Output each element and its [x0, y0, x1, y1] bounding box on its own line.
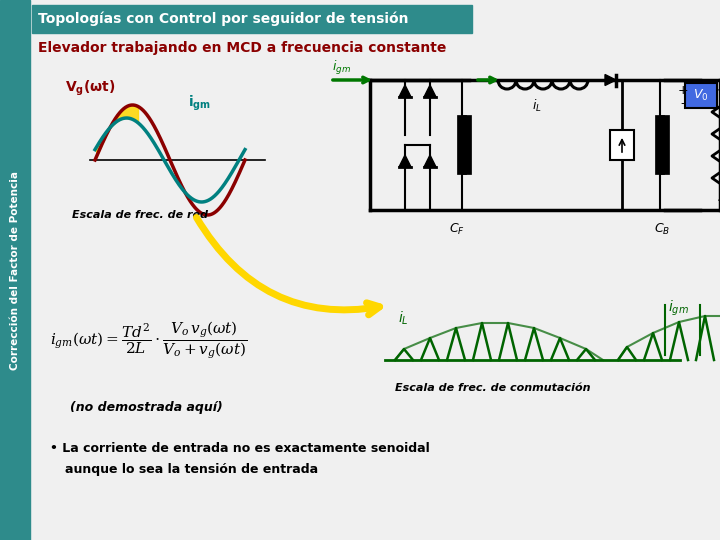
Polygon shape: [424, 155, 436, 167]
Text: Topologías con Control por seguidor de tensión: Topologías con Control por seguidor de t…: [38, 12, 408, 26]
Polygon shape: [605, 75, 616, 85]
Text: $C_F$: $C_F$: [449, 222, 465, 237]
Text: Escala de frec. de conmutación: Escala de frec. de conmutación: [395, 383, 590, 393]
Text: Corrección del Factor de Potencia: Corrección del Factor de Potencia: [10, 171, 20, 369]
Text: $V_0$: $V_0$: [693, 87, 708, 103]
Bar: [610, 130, 634, 160]
Text: $\mathbf{V_g(\omega t)}$: $\mathbf{V_g(\omega t)}$: [65, 78, 115, 98]
Text: $i_{gm}$: $i_{gm}$: [668, 298, 689, 318]
Text: • La corriente de entrada no es exactamente senoidal: • La corriente de entrada no es exactame…: [50, 442, 430, 455]
Text: -: -: [680, 98, 685, 111]
Text: Escala de frec. de red: Escala de frec. de red: [72, 210, 208, 220]
Bar: [685, 83, 717, 108]
Text: $i_L$: $i_L$: [398, 309, 409, 327]
Text: $i_{gm}(\omega t) = \dfrac{Td^2}{2L} \cdot \dfrac{V_o\,v_g(\omega t)}{V_o + v_g(: $i_{gm}(\omega t) = \dfrac{Td^2}{2L} \cd…: [50, 319, 247, 361]
Polygon shape: [399, 155, 411, 167]
Text: aunque lo sea la tensión de entrada: aunque lo sea la tensión de entrada: [65, 463, 318, 476]
Text: (no demostrada aquí): (no demostrada aquí): [70, 402, 222, 415]
Text: +: +: [678, 84, 688, 97]
Text: Elevador trabajando en MCD a frecuencia constante: Elevador trabajando en MCD a frecuencia …: [38, 41, 446, 55]
Bar: [32, 5, 472, 33]
Bar: [0, 0, 30, 540]
Text: $C_B$: $C_B$: [654, 222, 670, 237]
Polygon shape: [399, 85, 411, 97]
Text: $\mathbf{i_{gm}}$: $\mathbf{i_{gm}}$: [188, 93, 211, 113]
FancyArrowPatch shape: [197, 218, 379, 315]
Text: $i_{gm}$: $i_{gm}$: [332, 59, 351, 77]
Polygon shape: [424, 85, 436, 97]
Text: $i_L$: $i_L$: [532, 98, 542, 114]
